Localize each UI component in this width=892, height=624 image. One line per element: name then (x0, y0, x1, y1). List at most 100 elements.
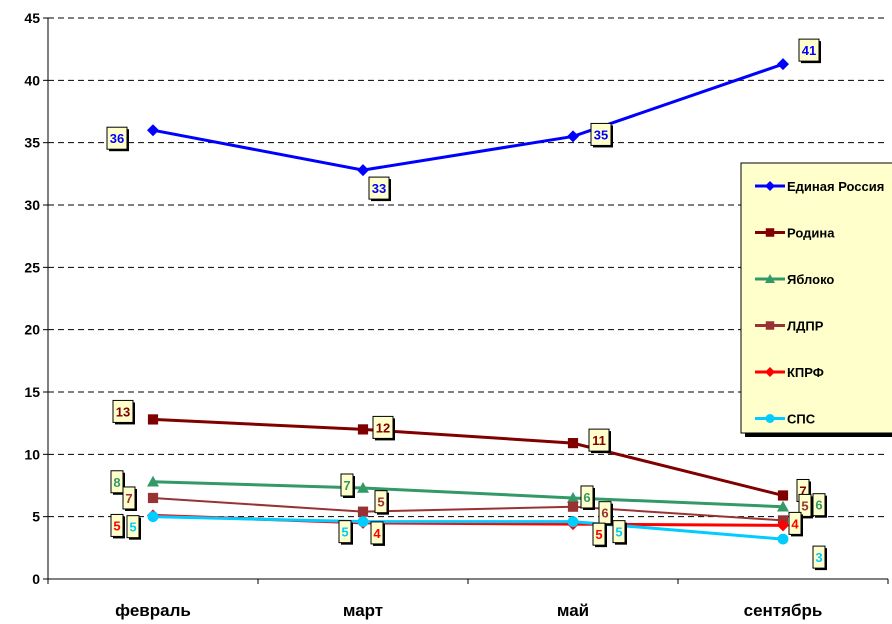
data-label-text: 12 (376, 420, 390, 435)
data-label-text: 4 (373, 526, 381, 541)
x-category-label: май (557, 601, 589, 620)
data-label: 5 (374, 490, 389, 515)
data-label-text: 7 (343, 478, 350, 493)
data-label-box (368, 176, 390, 200)
data-label-box (788, 511, 802, 535)
data-point (777, 500, 789, 512)
series-2 (147, 414, 789, 501)
data-label: 7 (340, 473, 355, 498)
data-label-text: 5 (615, 525, 622, 540)
y-tick-label: 20 (24, 322, 40, 338)
data-label-text: 3 (815, 550, 822, 565)
data-point (777, 490, 789, 501)
data-label-text: 6 (601, 506, 608, 521)
data-label-text: 7 (799, 483, 806, 498)
data-label: 36 (106, 126, 129, 152)
data-point (357, 164, 369, 177)
data-point (777, 533, 789, 545)
data-label-box (126, 515, 140, 539)
data-label: 35 (590, 122, 613, 148)
series-line (152, 417, 784, 497)
data-label-text: 5 (801, 498, 808, 513)
y-tick-label: 0 (32, 571, 40, 587)
data-label-text: 5 (595, 527, 602, 542)
legend-swatch-marker (765, 414, 775, 423)
legend-item: СПС (755, 412, 816, 427)
legend-item: Яблоко (755, 272, 834, 287)
x-category-label: февраль (115, 601, 191, 620)
data-point (567, 516, 579, 528)
data-label-box (592, 522, 606, 546)
x-axis-ticks: февраль март май сентябрь (47, 579, 889, 620)
legend-label: Яблоко (787, 272, 834, 287)
data-label: 4 (370, 521, 385, 546)
data-label-box (798, 38, 820, 62)
data-label-box (580, 485, 594, 509)
data-label: 11 (588, 428, 611, 454)
data-label-box (338, 520, 352, 544)
y-tick-label: 40 (24, 72, 40, 88)
data-label: 33 (368, 176, 391, 202)
data-label: 6 (812, 493, 827, 518)
y-tick-label: 45 (24, 10, 40, 26)
data-label: 12 (372, 415, 395, 441)
data-label: 7 (122, 486, 137, 511)
legend-swatch-marker (765, 274, 775, 283)
data-label: 5 (126, 515, 141, 540)
data-label-box (122, 486, 136, 510)
data-label-text: 5 (113, 518, 120, 533)
series-1 (147, 58, 789, 177)
legend-item: Единая Россия (755, 179, 884, 194)
data-label-text: 7 (125, 491, 132, 506)
legend-label: Единая Россия (787, 179, 884, 194)
data-label-box (372, 415, 394, 439)
data-label: 5 (612, 520, 627, 545)
series-line (152, 62, 784, 172)
series-line (152, 515, 784, 541)
data-label-text: 36 (110, 131, 124, 146)
gridlines (48, 17, 888, 518)
data-point (147, 511, 159, 523)
legend-swatch-marker (765, 321, 775, 330)
data-label-box (590, 122, 612, 146)
legend-item: ЛДПР (755, 319, 824, 334)
data-label-box (812, 545, 826, 569)
y-tick-label: 25 (24, 259, 40, 275)
data-label: 5 (338, 520, 353, 545)
y-tick-label: 5 (32, 509, 40, 525)
legend-box (740, 162, 892, 434)
data-point (567, 130, 579, 143)
legend-swatch-marker (765, 367, 775, 377)
data-label: 5 (110, 513, 125, 539)
legend-item: Родина (755, 226, 835, 241)
legend-label: СПС (787, 412, 816, 427)
legend-item: КПРФ (755, 365, 824, 380)
data-label: 13 (112, 399, 135, 425)
data-label-box (110, 513, 124, 537)
data-point (357, 481, 369, 493)
series-line (152, 496, 784, 522)
data-point (357, 506, 369, 517)
data-label-text: 5 (129, 520, 136, 535)
data-point (777, 58, 789, 71)
legend-label: Родина (787, 226, 835, 241)
data-label-text: 5 (377, 495, 384, 510)
data-label: 4 (788, 511, 803, 537)
data-label-box (370, 521, 384, 545)
data-label-box (106, 126, 128, 150)
y-tick-label: 35 (24, 135, 40, 151)
legend-label: ЛДПР (787, 319, 824, 334)
data-point (147, 124, 159, 137)
data-label-text: 13 (116, 404, 130, 419)
data-label-box (112, 399, 134, 423)
y-tick-label: 15 (24, 384, 40, 400)
data-label: 3 (812, 545, 827, 571)
legend-swatch-marker (765, 181, 775, 191)
data-label-box (340, 473, 354, 497)
data-label-text: 6 (583, 490, 590, 505)
data-label: 6 (580, 485, 595, 510)
data-label-text: 11 (592, 433, 606, 448)
legend-swatch-marker (765, 228, 775, 237)
data-label: 5 (798, 493, 813, 519)
